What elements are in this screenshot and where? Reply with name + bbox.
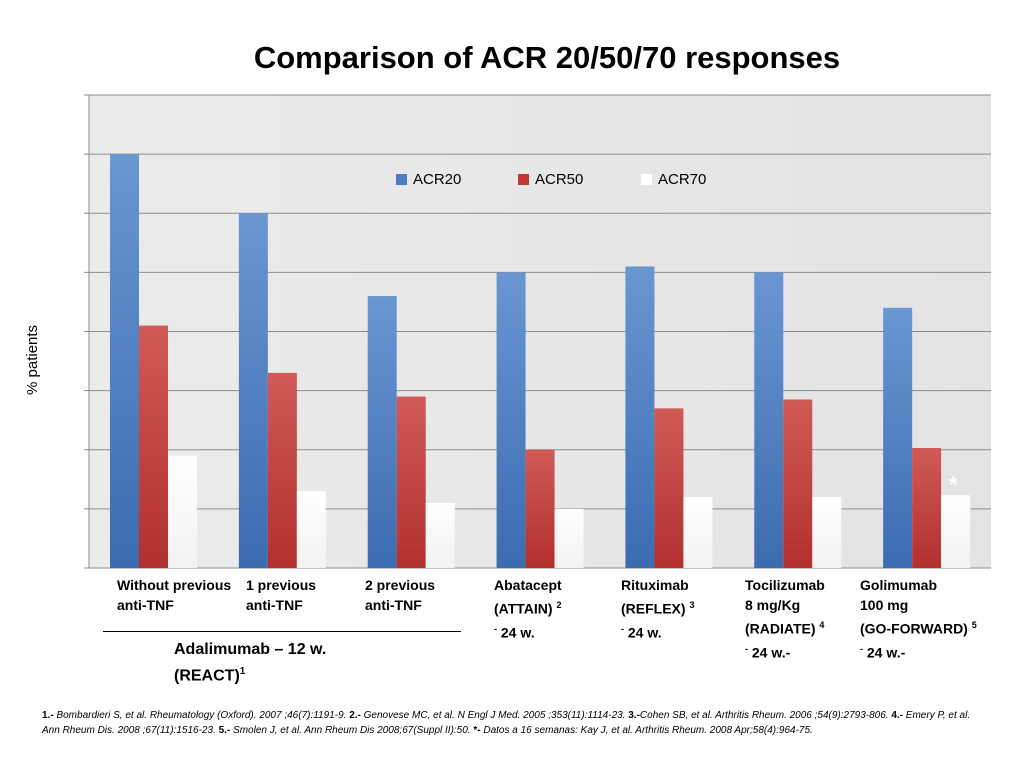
- legend-label-acr70: ACR70: [658, 171, 707, 188]
- reference-text: Genovese MC, et al. N Engl J Med. 2005 ;…: [360, 710, 629, 721]
- category-label-abatacept: Abatacept (ATTAIN) 2 - 24 w.: [494, 575, 562, 642]
- legend-item-acr20: ACR20: [396, 171, 461, 188]
- bar-acr70: [168, 455, 197, 568]
- reference-text: Emery P, et al. Ann Rheum Dis. 2008 ;67(…: [42, 710, 971, 736]
- legend-label-acr20: ACR20: [413, 171, 462, 188]
- group-bracket-line: [103, 631, 461, 632]
- legend-item-acr70: ACR70: [641, 171, 706, 188]
- bar-acr50: [654, 408, 684, 568]
- bar-acr50: [912, 447, 942, 568]
- category-label-1-previous: 1 previous anti-TNF: [246, 575, 316, 615]
- category-label-text: 24 w.: [497, 624, 535, 641]
- group-label-line: Adalimumab – 12 w.: [174, 641, 327, 658]
- reference-text: Cohen SB, et al. Arthritis Rheum. 2006 ;…: [639, 710, 892, 721]
- category-label-line: - 24 w.: [494, 619, 562, 643]
- bar-acr50: [525, 449, 555, 568]
- bar-acr50: [783, 399, 813, 568]
- dash-superscript: -: [494, 623, 497, 634]
- references: 1.- Bombardieri S, et al. Rheumatology (…: [42, 708, 990, 738]
- category-label-line: 2 previous: [365, 577, 436, 593]
- reference-text: Smolen J, et al. Ann Rheum Dis 2008;67(S…: [230, 725, 474, 736]
- bar-acr50: [139, 325, 168, 568]
- category-label-text: (GO-FORWARD): [860, 620, 968, 637]
- category-label-line: 8 mg/Kg: [745, 597, 801, 613]
- category-label-line: Rituximab: [621, 577, 689, 593]
- category-label-text: 24 w.-: [863, 644, 906, 661]
- bar-acr70: [683, 497, 713, 568]
- category-label-line: Abatacept: [494, 577, 562, 593]
- reference-superscript: 1: [239, 666, 246, 677]
- group-label-line: (REACT)1: [174, 661, 326, 687]
- dash-superscript: -: [745, 643, 748, 654]
- golimumab-asterisk: *: [949, 472, 958, 497]
- bar-acr70: [554, 508, 584, 568]
- category-label-line: Tocilizumab: [745, 577, 825, 593]
- reference-number: 4.-: [891, 710, 904, 721]
- reference-number: 5.-: [218, 725, 231, 736]
- category-label-line: - 24 w.-: [860, 639, 977, 663]
- legend-swatch-acr70: [641, 174, 652, 185]
- category-label-line: (RADIATE) 4: [745, 615, 825, 639]
- category-label-line: (GO-FORWARD) 5: [860, 615, 977, 639]
- category-label-tocilizumab: Tocilizumab 8 mg/Kg (RADIATE) 4 - 24 w.-: [745, 575, 825, 662]
- category-label-text: 24 w.-: [748, 644, 791, 661]
- bar-acr70: [941, 495, 971, 568]
- chart-title: Comparison of ACR 20/50/70 responses: [253, 40, 841, 75]
- category-label-line: Golimumab: [860, 577, 938, 593]
- reference-number: 2.-: [349, 710, 361, 721]
- bar-acr20: [883, 307, 913, 568]
- category-label-text: (RADIATE): [745, 620, 816, 637]
- dash-superscript: -: [621, 623, 624, 634]
- bar-acr70: [296, 491, 326, 568]
- category-label-line: 100 mg: [860, 597, 909, 613]
- dash-superscript: -: [860, 643, 863, 654]
- bar-acr70: [812, 497, 842, 568]
- bar-acr50: [396, 396, 426, 568]
- category-label-line: 1 previous: [246, 577, 317, 593]
- category-label-line: anti-TNF: [365, 597, 422, 613]
- legend-swatch-acr20: [396, 174, 407, 185]
- category-label-line: anti-TNF: [117, 597, 174, 613]
- reference-number: 3.-: [628, 710, 640, 721]
- bar-acr20: [367, 296, 397, 568]
- legend-item-acr50: ACR50: [518, 171, 583, 188]
- bar-acr70: [425, 502, 455, 568]
- reference-superscript: 3: [689, 600, 695, 610]
- reference-superscript: 4: [819, 620, 825, 630]
- reference-superscript: 2: [556, 600, 562, 610]
- reference-number: *-: [473, 725, 481, 736]
- category-label-line: Without previous: [117, 577, 232, 593]
- category-label-text: 24 w.: [624, 624, 662, 641]
- category-label-line: - 24 w.: [621, 619, 694, 643]
- category-label-line: - 24 w.-: [745, 639, 825, 663]
- category-label-line: (ATTAIN) 2: [494, 595, 562, 619]
- category-label-line: anti-TNF: [246, 597, 303, 613]
- reference-number: 1.-: [42, 710, 54, 721]
- category-label-2-previous: 2 previous anti-TNF: [365, 575, 435, 615]
- group-label-text: (REACT): [174, 667, 240, 685]
- category-label-without-previous: Without previous anti-TNF: [117, 575, 231, 615]
- bar-acr20: [110, 154, 139, 568]
- reference-superscript: 5: [971, 620, 977, 630]
- category-label-text: (REFLEX): [621, 600, 686, 617]
- bar-acr20: [625, 266, 655, 568]
- category-label-text: (ATTAIN): [494, 600, 553, 617]
- category-label-line: (REFLEX) 3: [621, 595, 694, 619]
- legend-swatch-acr50: [518, 174, 529, 185]
- reference-text: Datos a 16 semanas: Kay J, et al. Arthri…: [480, 725, 813, 736]
- bar-acr20: [496, 272, 526, 568]
- category-label-rituximab: Rituximab (REFLEX) 3 - 24 w.: [621, 575, 694, 642]
- bar-acr50: [267, 372, 297, 568]
- bar-acr20: [238, 213, 268, 568]
- bar-acr20: [754, 272, 784, 568]
- category-label-golimumab: Golimumab 100 mg (GO-FORWARD) 5 - 24 w.-: [860, 575, 977, 662]
- legend-label-acr50: ACR50: [535, 171, 584, 188]
- group-label-adalimumab: Adalimumab – 12 w. (REACT)1: [174, 639, 326, 687]
- reference-text: Bombardieri S, et al. Rheumatology (Oxfo…: [53, 710, 350, 721]
